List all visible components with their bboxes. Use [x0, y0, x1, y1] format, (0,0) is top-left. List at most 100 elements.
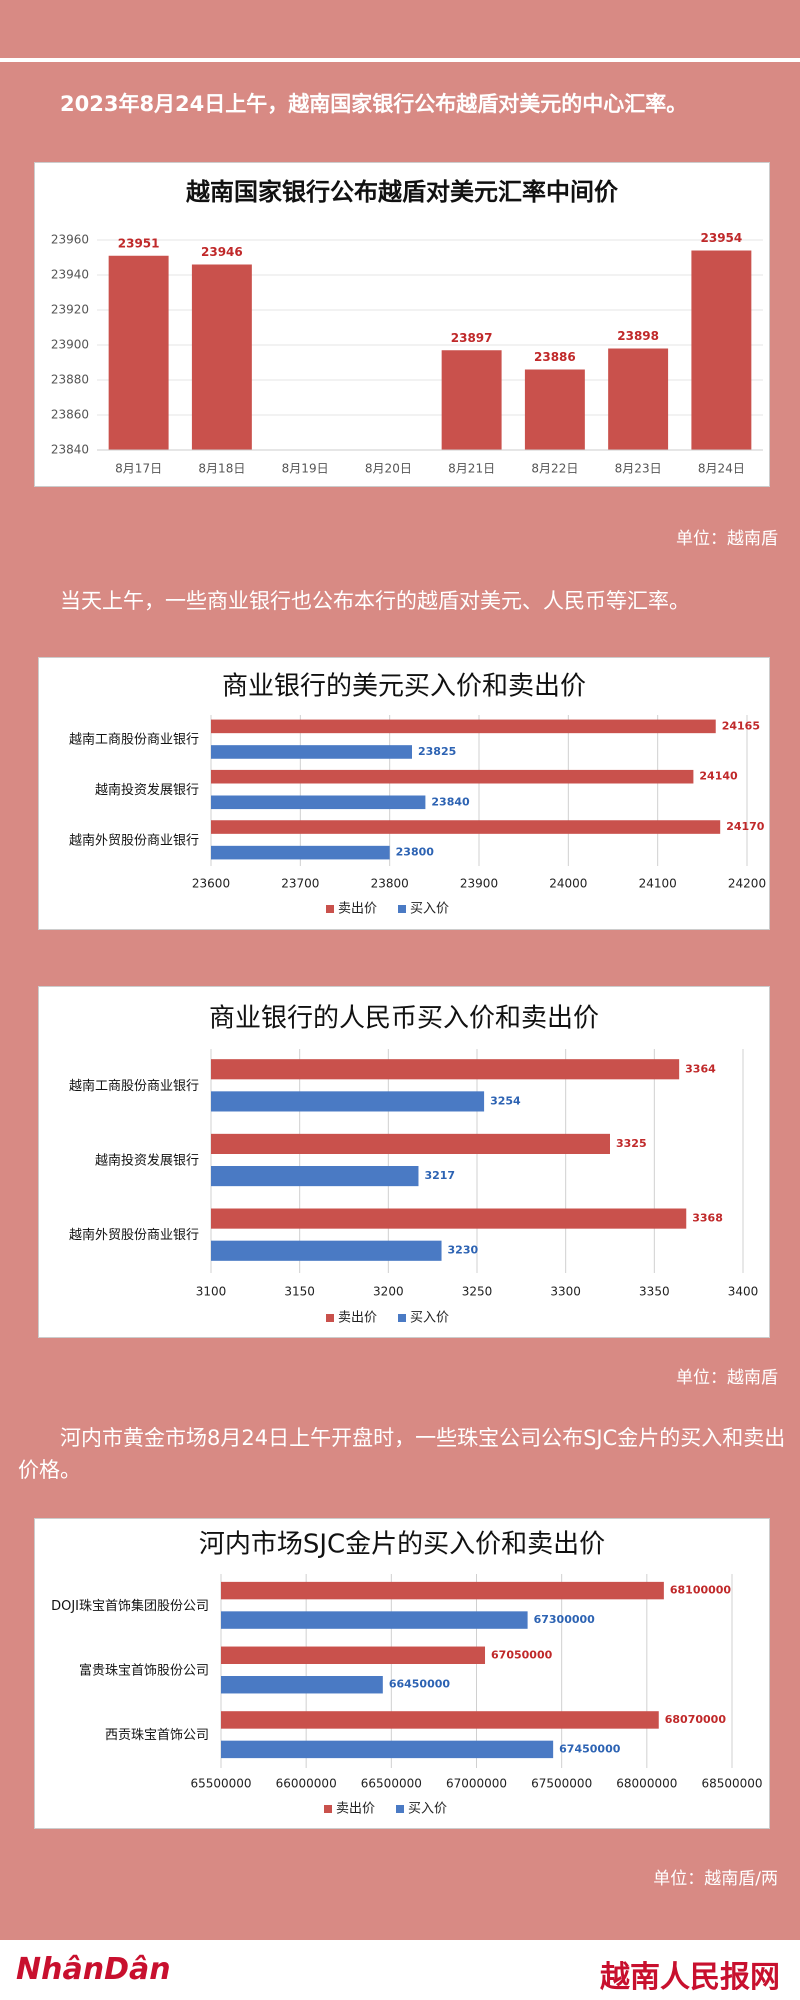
x-tick-label: 65500000: [190, 1777, 251, 1791]
bar: [221, 1611, 528, 1629]
value-label: 66450000: [389, 1678, 451, 1691]
x-tick-label: 3400: [728, 1285, 759, 1299]
bar: [211, 795, 426, 810]
x-tick-label: 66500000: [361, 1777, 422, 1791]
x-tick-label: 8月17日: [115, 462, 162, 476]
bar: [524, 369, 585, 450]
x-tick-label: 8月23日: [615, 462, 662, 476]
value-label: 24170: [726, 820, 765, 833]
y-tick-label: 越南外贸股份商业银行: [69, 1227, 199, 1243]
bar: [211, 745, 412, 759]
x-tick-label: 68500000: [701, 1777, 762, 1791]
y-tick-label: 23960: [51, 233, 89, 247]
chart-title: 越南国家银行公布越盾对美元汇率中间价: [186, 178, 619, 206]
chart-title: 商业银行的美元买入价和卖出价: [222, 672, 586, 702]
paragraph: 河内市黄金市场8月24日上午开盘时，一些珠宝公司公布SJC金片的买入和卖出价格。: [18, 1426, 786, 1482]
legend-label: 卖出价: [338, 902, 377, 917]
value-label: 3230: [448, 1244, 479, 1257]
unit-note: 单位：越南盾: [676, 529, 778, 549]
bar: [691, 250, 752, 450]
divider: [0, 58, 800, 62]
x-tick-label: 8月24日: [698, 462, 745, 476]
bar: [211, 1208, 687, 1229]
y-tick-label: 23920: [51, 303, 89, 317]
y-tick-label: 越南工商股份商业银行: [69, 732, 199, 748]
value-label: 24140: [699, 770, 738, 783]
bar: [191, 264, 252, 450]
x-tick-label: 3300: [550, 1285, 581, 1299]
y-tick-label: 越南投资发展银行: [95, 782, 199, 798]
chart-title: 河内市场SJC金片的买入价和卖出价: [199, 1530, 605, 1560]
x-tick-label: 23600: [192, 877, 230, 891]
x-tick-label: 23800: [371, 877, 409, 891]
bar: [211, 1166, 419, 1187]
y-tick-label: 越南外贸股份商业银行: [69, 832, 199, 848]
chart: 商业银行的美元买入价和卖出价 23600 23700 23800 23900 24000 2…: [38, 657, 770, 930]
paragraph: 当天上午，一些商业银行也公布本行的越盾对美元、人民币等汇率。: [60, 589, 690, 613]
y-tick-label: DOJI珠宝首饰集团股份公司: [51, 1598, 209, 1614]
x-tick-label: 3350: [639, 1285, 670, 1299]
chart: 河内市场SJC金片的买入价和卖出价 65500000 66000000 6650000…: [34, 1518, 770, 1829]
legend-label: 卖出价: [338, 1311, 377, 1326]
x-tick-label: 8月20日: [365, 462, 412, 476]
x-tick-label: 3100: [196, 1285, 227, 1299]
x-tick-label: 23700: [281, 877, 319, 891]
value-label: 23886: [534, 350, 576, 364]
value-label: 3325: [616, 1137, 647, 1150]
footer: NhânDân 越南人民报网: [0, 1940, 800, 2000]
value-label: 24165: [722, 719, 760, 732]
x-tick-label: 67000000: [446, 1777, 507, 1791]
logo: NhânDân: [16, 1952, 171, 1987]
x-tick-label: 68000000: [616, 1777, 677, 1791]
legend-swatch: [398, 1314, 406, 1322]
bar: [211, 1133, 610, 1154]
legend-label: 买入价: [408, 1802, 447, 1817]
value-label: 67450000: [559, 1742, 621, 1755]
legend-swatch: [396, 1805, 404, 1813]
bar: [221, 1676, 383, 1694]
y-tick-label: 富贵珠宝首饰股份公司: [79, 1663, 209, 1679]
site-name: 越南人民报网: [600, 1960, 780, 1995]
bar: [221, 1646, 486, 1664]
value-label: 68100000: [670, 1584, 732, 1597]
bar: [221, 1711, 659, 1729]
x-tick-label: 3250: [462, 1285, 493, 1299]
bar: [211, 1240, 442, 1261]
legend-label: 卖出价: [336, 1802, 375, 1817]
chart: 越南国家银行公布越盾对美元汇率中间价 23840 23860 23880 23900 23…: [34, 162, 770, 487]
value-label: 3217: [424, 1169, 455, 1182]
unit-note: 单位：越南盾: [676, 1368, 778, 1388]
x-tick-label: 8月18日: [198, 462, 245, 476]
value-label: 67300000: [534, 1613, 596, 1626]
value-label: 23840: [431, 795, 470, 808]
bar: [211, 820, 721, 834]
x-tick-label: 24200: [728, 877, 766, 891]
legend-label: 买入价: [410, 1311, 449, 1326]
bar: [221, 1740, 554, 1759]
y-tick-label: 23900: [51, 338, 89, 352]
value-label: 23951: [118, 236, 160, 250]
x-tick-label: 3150: [284, 1285, 315, 1299]
x-tick-label: 8月21日: [448, 462, 495, 476]
bar: [441, 350, 502, 450]
y-tick-label: 23940: [51, 268, 89, 282]
value-label: 68070000: [665, 1713, 727, 1726]
y-tick-label: 23860: [51, 408, 89, 422]
x-tick-label: 3200: [373, 1285, 404, 1299]
legend-swatch: [398, 905, 406, 913]
bar: [211, 1091, 485, 1112]
bar: [211, 845, 390, 860]
value-label: 23954: [701, 231, 743, 245]
y-tick-label: 23880: [51, 373, 89, 387]
y-tick-label: 西贡珠宝首饰公司: [105, 1728, 209, 1743]
unit-note: 单位：越南盾/两: [653, 1869, 778, 1889]
value-label: 23825: [418, 745, 456, 758]
value-label: 23800: [396, 846, 435, 859]
bar: [221, 1581, 664, 1600]
bar: [608, 348, 669, 450]
value-label: 3368: [692, 1212, 723, 1225]
legend-swatch: [326, 1314, 334, 1322]
value-label: 67050000: [491, 1648, 553, 1661]
legend-swatch: [324, 1805, 332, 1813]
